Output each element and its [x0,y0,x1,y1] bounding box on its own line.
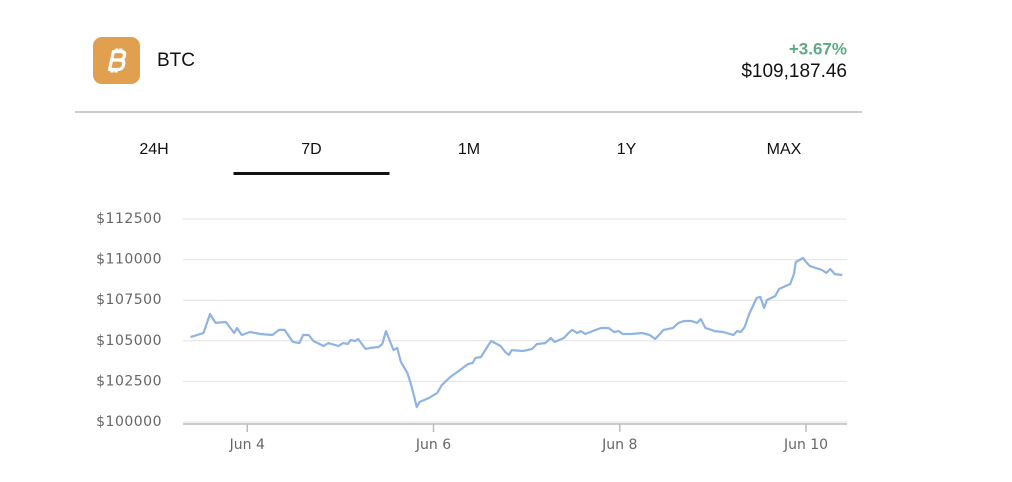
tab[interactable]: MAX [767,141,802,158]
price-change: +3.67% [789,39,847,58]
symbol: BTC [157,50,195,71]
price-line [190,256,843,409]
price: $109,187.46 [741,61,847,82]
y-tick-label: $102500 [96,373,162,389]
tab[interactable]: 24H [139,141,168,158]
y-tick-label: $105000 [96,333,162,349]
active-tab-underline [233,172,390,175]
tab[interactable]: 7D [301,141,321,158]
tab[interactable]: 1Y [617,141,637,158]
x-tick-label: Jun 10 [783,437,828,453]
y-tick-label: $100000 [96,414,162,430]
x-tick-label: Jun 6 [415,437,451,453]
tab[interactable]: 1M [458,141,480,158]
x-tick-label: Jun 8 [601,437,637,453]
y-tick-label: $112500 [96,211,162,227]
bitcoin-glyph [107,48,127,73]
y-tick-label: $107500 [96,292,162,308]
x-tick-label: Jun 4 [229,437,265,453]
y-tick-label: $110000 [96,252,162,268]
